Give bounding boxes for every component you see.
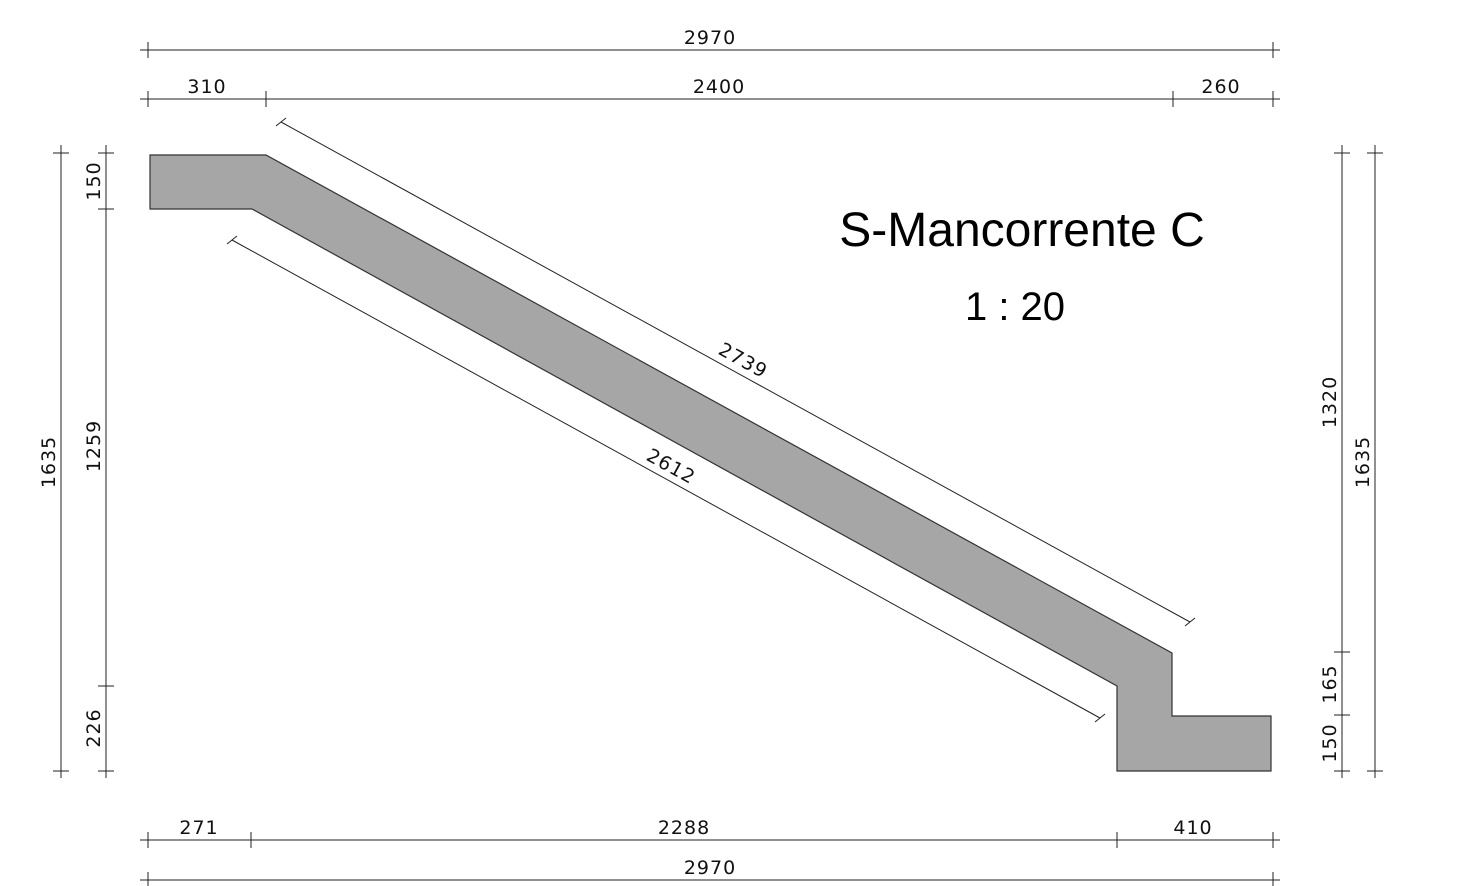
dim-bottom-total-label: 2970 (684, 857, 736, 879)
dim-bottom-right-label: 410 (1173, 817, 1212, 839)
dim-right-segments: 1320 165 150 (1319, 145, 1350, 778)
dim-right-total-label: 1635 (1352, 436, 1374, 488)
dim-left-segments: 150 1259 226 (83, 145, 114, 778)
dim-left-middle-label: 1259 (83, 420, 105, 472)
dim-left-total: 1635 (38, 145, 69, 778)
dim-diagonal-upper: 2739 (275, 117, 1196, 627)
drawing-scale: 1 : 20 (965, 285, 1065, 329)
dim-right-upper-label: 1320 (1319, 376, 1341, 428)
dim-bottom-middle-label: 2288 (658, 817, 710, 839)
dim-right-total: 1635 (1352, 145, 1383, 778)
dim-right-mid-label: 165 (1319, 664, 1341, 703)
dim-top-left-label: 310 (187, 76, 226, 98)
dim-left-top-label: 150 (83, 161, 105, 200)
dim-top-segments: 310 2400 260 (140, 76, 1280, 107)
dim-bottom-total: 2970 (140, 857, 1280, 886)
dim-top-total: 2970 (140, 27, 1280, 58)
dim-top-right-label: 260 (1201, 76, 1240, 98)
dim-bottom-segments: 271 2288 410 (140, 817, 1280, 848)
dim-top-middle-label: 2400 (693, 76, 745, 98)
dim-left-bottom-label: 226 (83, 708, 105, 747)
handrail-section (149, 154, 1272, 772)
dim-left-total-label: 1635 (38, 436, 60, 488)
dim-top-total-label: 2970 (684, 27, 736, 49)
drawing-title: S-Mancorrente C (839, 204, 1204, 257)
dim-bottom-left-label: 271 (179, 817, 218, 839)
dim-right-lower-label: 150 (1319, 723, 1341, 762)
